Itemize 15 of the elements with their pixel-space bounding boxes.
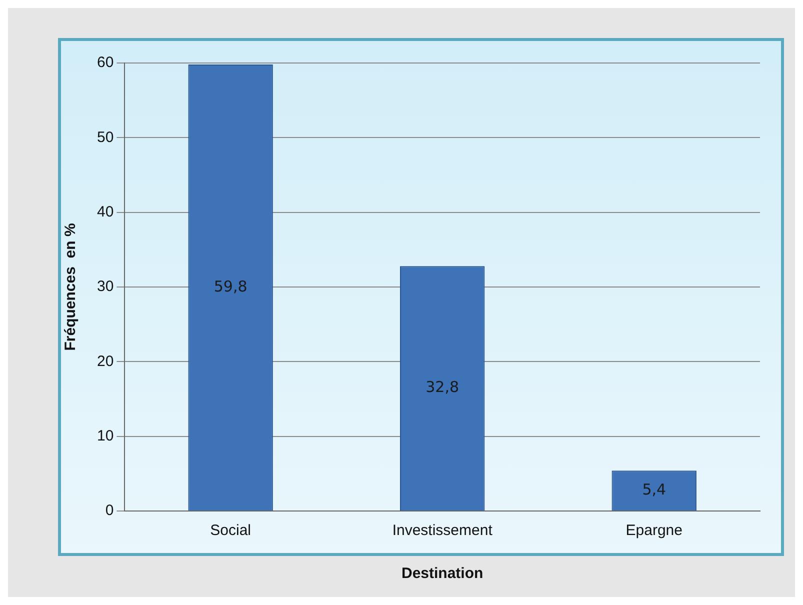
y-tick-label: 30 bbox=[96, 278, 114, 296]
x-axis-title: Destination bbox=[402, 565, 484, 582]
data-label: 32,8 bbox=[426, 378, 460, 396]
data-label: 5,4 bbox=[642, 480, 666, 498]
y-tick-label: 10 bbox=[96, 427, 114, 444]
x-tick-label: Investissement bbox=[392, 522, 494, 540]
y-tick-label: 20 bbox=[96, 352, 114, 370]
y-tick-label: 60 bbox=[96, 54, 114, 72]
y-axis-title: Fréquences en % bbox=[62, 223, 80, 351]
y-tick-label: 40 bbox=[96, 203, 114, 220]
x-tick-label: Social bbox=[210, 522, 251, 540]
y-tick-label: 0 bbox=[105, 502, 114, 520]
data-label: 59,8 bbox=[214, 277, 248, 296]
y-tick-label: 50 bbox=[96, 128, 114, 146]
x-tick-label: Epargne bbox=[626, 522, 682, 540]
